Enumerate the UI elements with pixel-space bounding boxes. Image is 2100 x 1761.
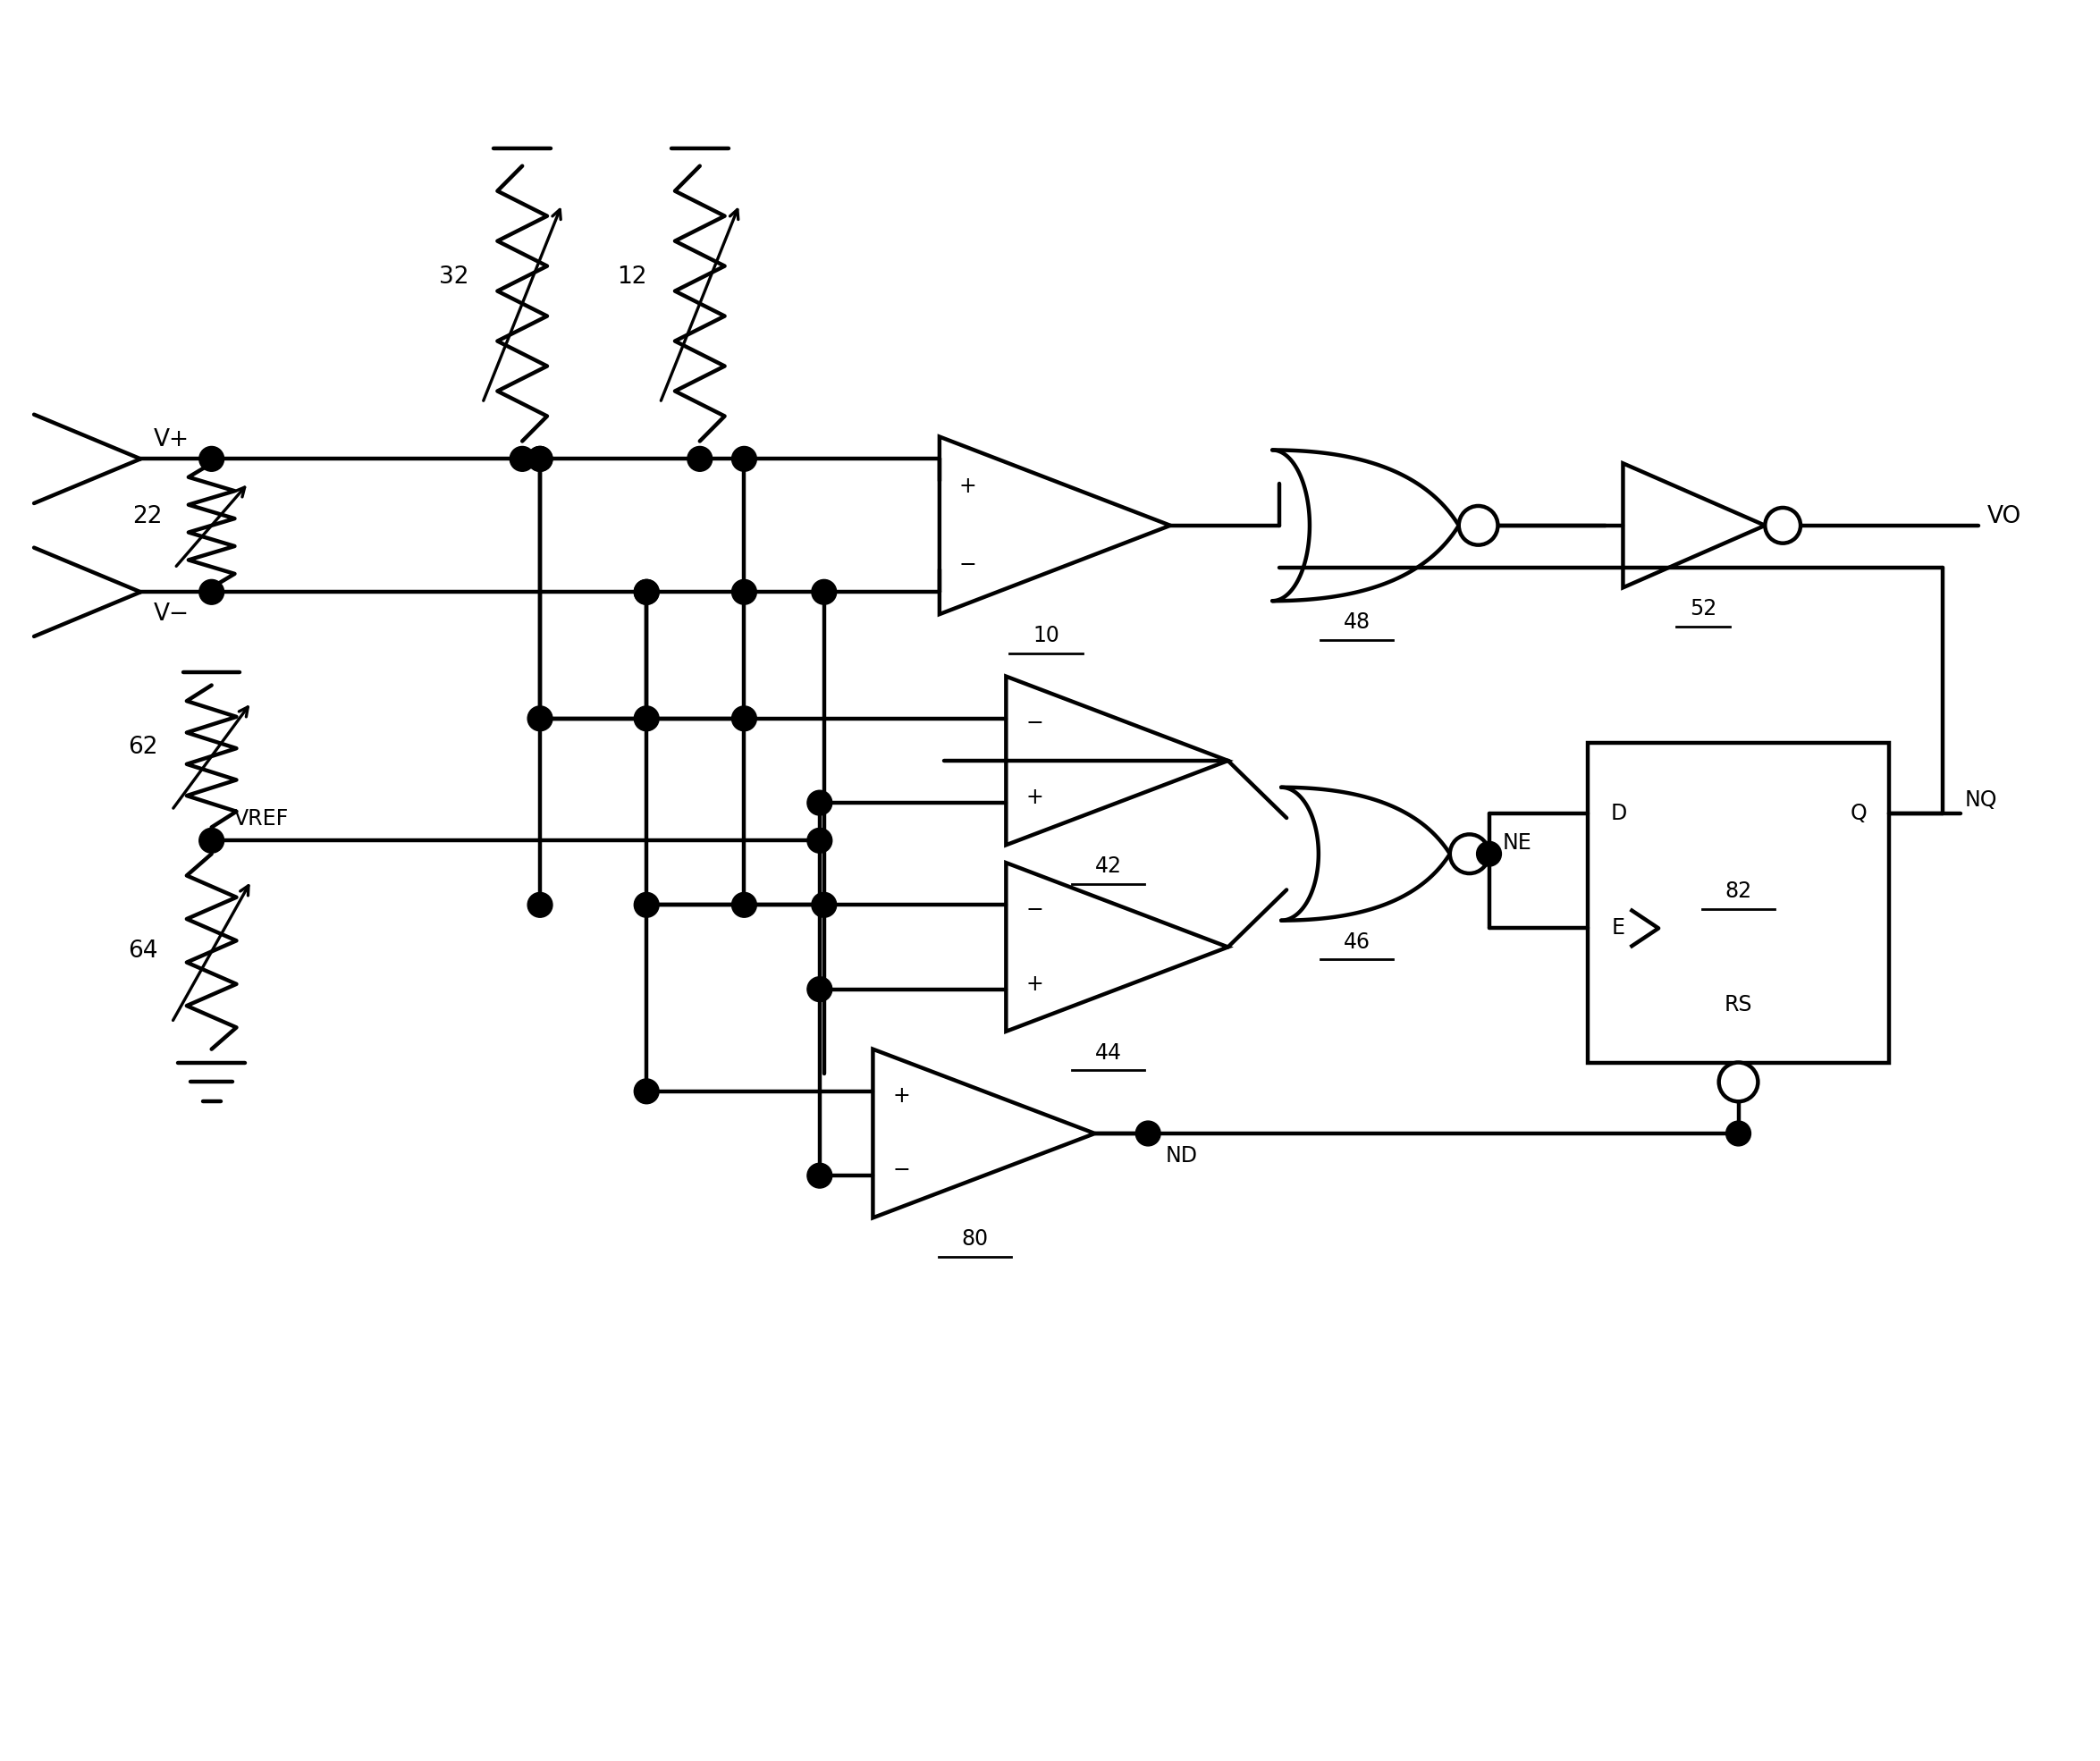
Text: 22: 22 xyxy=(132,505,162,528)
Text: E: E xyxy=(1613,917,1625,939)
Text: ND: ND xyxy=(1166,1145,1197,1166)
Circle shape xyxy=(806,977,832,1002)
Text: VREF: VREF xyxy=(233,808,288,829)
Text: V+: V+ xyxy=(153,428,189,451)
Circle shape xyxy=(200,447,225,472)
Text: +: + xyxy=(1025,787,1044,808)
Text: +: + xyxy=(1025,974,1044,995)
Circle shape xyxy=(634,706,659,731)
Text: 12: 12 xyxy=(617,266,647,289)
Circle shape xyxy=(806,791,832,815)
Text: 10: 10 xyxy=(1033,625,1058,646)
Circle shape xyxy=(731,893,756,917)
Text: 80: 80 xyxy=(962,1229,989,1250)
Text: 46: 46 xyxy=(1344,932,1369,953)
Text: RS: RS xyxy=(1724,995,1754,1016)
Circle shape xyxy=(1136,1122,1161,1146)
Circle shape xyxy=(634,1079,659,1104)
Circle shape xyxy=(731,579,756,604)
Circle shape xyxy=(200,828,225,852)
Circle shape xyxy=(731,706,756,731)
Circle shape xyxy=(634,893,659,917)
Circle shape xyxy=(200,579,225,604)
Text: 32: 32 xyxy=(439,266,468,289)
Circle shape xyxy=(731,447,756,472)
Circle shape xyxy=(634,579,659,604)
Text: +: + xyxy=(892,1085,909,1108)
Circle shape xyxy=(813,579,836,604)
Circle shape xyxy=(1476,842,1502,866)
Circle shape xyxy=(510,447,536,472)
Text: −: − xyxy=(960,553,976,576)
Circle shape xyxy=(806,1164,832,1189)
Circle shape xyxy=(527,447,552,472)
Circle shape xyxy=(806,828,832,852)
Circle shape xyxy=(527,893,552,917)
Circle shape xyxy=(1449,835,1489,873)
Circle shape xyxy=(634,579,659,604)
Circle shape xyxy=(527,447,552,472)
Text: −: − xyxy=(1025,900,1044,921)
Text: VO: VO xyxy=(1987,505,2020,528)
Bar xyxy=(1588,743,1890,1062)
Circle shape xyxy=(813,893,836,917)
Text: D: D xyxy=(1611,803,1628,824)
Text: +: + xyxy=(960,475,976,497)
Text: 48: 48 xyxy=(1344,611,1369,632)
Text: 42: 42 xyxy=(1094,856,1121,877)
Circle shape xyxy=(1460,505,1497,544)
Text: V−: V− xyxy=(153,602,189,625)
Text: −: − xyxy=(892,1160,909,1182)
Text: NQ: NQ xyxy=(1966,789,1997,810)
Text: 82: 82 xyxy=(1724,880,1751,902)
Text: 64: 64 xyxy=(128,940,158,963)
Circle shape xyxy=(527,706,552,731)
Text: Q: Q xyxy=(1850,803,1867,824)
Text: 52: 52 xyxy=(1688,599,1716,620)
Circle shape xyxy=(1726,1122,1751,1146)
Text: −: − xyxy=(1025,713,1044,734)
Circle shape xyxy=(687,447,712,472)
Text: NE: NE xyxy=(1502,833,1531,854)
Text: 44: 44 xyxy=(1094,1043,1121,1064)
Circle shape xyxy=(1720,1062,1758,1102)
Text: 62: 62 xyxy=(128,736,158,759)
Circle shape xyxy=(1764,507,1800,542)
